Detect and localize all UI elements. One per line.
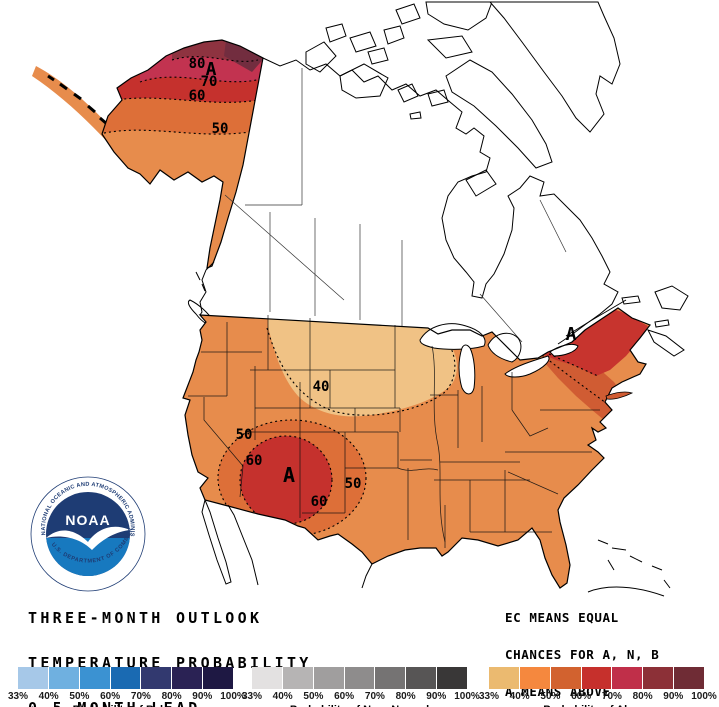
tick-label: 33% <box>478 691 500 702</box>
legend-swatch <box>203 667 234 689</box>
ec-note-line: CHANCES FOR A, N, B <box>505 647 660 663</box>
title-line: 0.5 MONTH LEAD <box>28 701 312 707</box>
tick-label: 100% <box>220 691 246 702</box>
tick-label: 90% <box>192 691 213 702</box>
alaska-contour-lines <box>102 56 263 141</box>
title-line: TEMPERATURE PROBABILITY <box>28 654 312 672</box>
logo-acronym: NOAA <box>65 512 110 528</box>
legend-swatch <box>79 667 110 689</box>
title-line: THREE-MONTH OUTLOOK <box>28 609 263 627</box>
alaska-region <box>101 39 264 269</box>
tick-label: 60% <box>334 691 355 702</box>
tick-label: 90% <box>426 691 447 702</box>
legend-swatch <box>406 667 437 689</box>
contour-label: 50 <box>345 476 362 492</box>
tick-label: 70% <box>130 691 151 702</box>
tick-label: 50% <box>303 691 324 702</box>
legend-near-colorbar <box>252 667 468 689</box>
legend-caption: Probability of Below <box>18 704 233 707</box>
legend-swatch <box>581 667 612 689</box>
contour-label: 40 <box>313 379 330 395</box>
contour-label: 60 <box>311 494 328 510</box>
tick-label: 33% <box>241 691 263 702</box>
state-borders <box>188 315 600 548</box>
tick-label: 40% <box>509 691 530 702</box>
conus-region <box>182 307 651 589</box>
legend-below-ticks: 33% 40% 50% 60% 70% 80% 90% 100% <box>8 691 246 703</box>
tick-label: 60% <box>571 691 592 702</box>
tick-label: 50% <box>540 691 561 702</box>
center-label-southwest: A <box>283 463 295 487</box>
map-title-block: THREE-MONTH OUTLOOK TEMPERATURE PROBABIL… <box>28 581 312 707</box>
legend-caption: Probability of Above <box>489 704 704 707</box>
legend-swatch <box>519 667 550 689</box>
contour-label: 50 <box>212 121 229 137</box>
seagull-icon <box>46 526 130 550</box>
ec-note-line: EC MEANS EQUAL <box>505 609 619 625</box>
tick-label: 40% <box>272 691 293 702</box>
legend-near-normal: 33% 40% 50% 60% 70% 80% 90% 100% Probabi… <box>242 667 480 707</box>
legend-caption: Probability of Near-Normal <box>252 704 467 707</box>
tick-label: 80% <box>632 691 653 702</box>
tick-label: 60% <box>100 691 121 702</box>
greenland-outline <box>488 1 621 133</box>
tick-label: 100% <box>691 691 717 702</box>
legend-swatch <box>18 667 48 689</box>
legend-swatch <box>172 667 203 689</box>
temperature-outlook-map: 80 A 70 60 50 40 50 60 A 60 50 A <box>32 1 689 597</box>
legend-swatch <box>612 667 643 689</box>
center-label-northeast: A <box>566 324 577 345</box>
contour-label: 60 <box>189 88 206 104</box>
legend-swatch <box>643 667 674 689</box>
tick-label: 70% <box>364 691 385 702</box>
legend-above-colorbar <box>489 667 705 689</box>
legend-below-colorbar <box>18 667 234 689</box>
contour-label: 50 <box>236 427 253 443</box>
legend-near-ticks: 33% 40% 50% 60% 70% 80% 90% 100% <box>242 691 480 703</box>
legend-swatch <box>141 667 172 689</box>
mexico-outline <box>201 498 373 589</box>
aleutian-islands <box>47 74 120 138</box>
eastern-canada <box>565 285 689 357</box>
contour-label: 60 <box>246 453 263 469</box>
noaa-logo: NOAA NATIONAL OCEANIC AND ATMOSPHERIC AD… <box>28 474 146 592</box>
legend-swatch <box>674 667 705 689</box>
tick-label: 80% <box>395 691 416 702</box>
legend-above: 33% 40% 50% 60% 70% 80% 90% 100% Probabi… <box>479 667 717 707</box>
canada-outline <box>187 57 619 345</box>
tick-label: 70% <box>601 691 622 702</box>
legend-swatch <box>437 667 468 689</box>
contour-label: 80 <box>189 56 206 72</box>
legend-swatch <box>550 667 581 689</box>
tick-label: 100% <box>454 691 480 702</box>
center-label-alaska: A <box>206 59 217 80</box>
legend-above-ticks: 33% 40% 50% 60% 70% 80% 90% 100% <box>479 691 717 703</box>
contour-labels: 80 A 70 60 50 40 50 60 A 60 50 A <box>189 56 577 510</box>
legend-swatch <box>313 667 344 689</box>
legend-swatch <box>110 667 141 689</box>
legend-swatch <box>489 667 519 689</box>
tick-label: 90% <box>663 691 684 702</box>
tick-label: 50% <box>69 691 90 702</box>
tick-label: 33% <box>7 691 29 702</box>
legend-below: 33% 40% 50% 60% 70% 80% 90% 100% Probabi… <box>8 667 246 707</box>
tick-label: 80% <box>161 691 182 702</box>
long-island <box>605 391 634 400</box>
legend-swatch <box>282 667 313 689</box>
caribbean-islands <box>587 539 671 597</box>
legend-swatch <box>375 667 406 689</box>
legend-swatch <box>252 667 282 689</box>
legend-swatch <box>48 667 79 689</box>
tick-label: 40% <box>38 691 59 702</box>
province-borders <box>224 68 567 343</box>
contour-label: 70 <box>201 74 218 90</box>
legend-swatch <box>344 667 375 689</box>
